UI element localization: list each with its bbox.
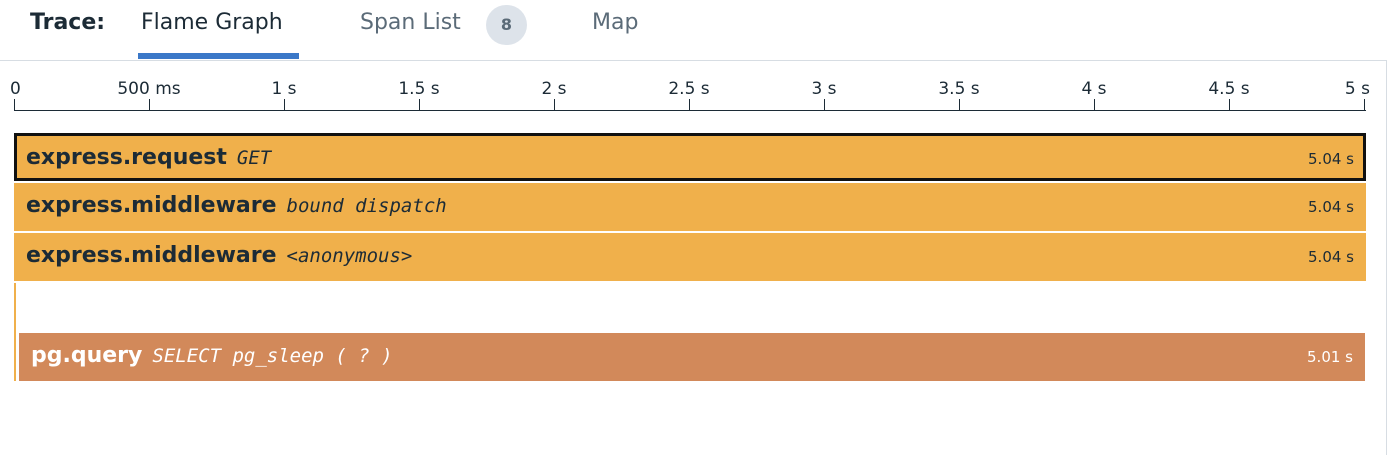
tick-mark [959,99,960,111]
span-duration: 5.04 s [1308,198,1354,216]
tick-label: 5 s [1344,79,1370,99]
axis-line [14,110,1366,111]
span-duration: 5.01 s [1307,348,1353,366]
span-label: pg.query SELECT pg_sleep ( ? ) [31,343,393,368]
span-express-middleware-anonymous[interactable]: express.middleware <anonymous> 5.04 s [14,233,1366,281]
trace-label: Trace: [30,10,106,35]
span-count-badge: 8 [486,5,527,45]
tick-label: 1 s [271,79,297,99]
flame-graph-panel: 0 500 ms 1 s 1.5 s 2 s 2.5 s 3 s 3.5 s 4… [0,60,1387,455]
tick-label: 3.5 s [938,79,980,99]
tick-mark [419,99,420,111]
span-resource: SELECT pg_sleep ( ? ) [152,345,393,367]
time-axis: 0 500 ms 1 s 1.5 s 2 s 2.5 s 3 s 3.5 s 4… [0,61,1388,121]
span-resource: bound dispatch [286,195,447,217]
span-express-request[interactable]: express.request GET 5.04 s [14,133,1366,181]
tick-label: 2 s [541,79,567,99]
tick-label: 3 s [811,79,837,99]
tick-label: 4 s [1081,79,1107,99]
tab-map[interactable]: Map [592,10,639,35]
span-duration: 5.04 s [1308,150,1354,168]
span-resource: <anonymous> [286,245,413,267]
tick-mark [284,99,285,111]
tick-mark [689,99,690,111]
span-label: express.request GET [26,145,272,170]
span-duration: 5.04 s [1308,248,1354,266]
trace-tab-bar: Trace: Flame Graph Span List 8 Map [0,0,1388,60]
span-pg-query[interactable]: pg.query SELECT pg_sleep ( ? ) 5.01 s [19,333,1365,381]
span-label: express.middleware bound dispatch [26,193,447,218]
span-connector [14,283,16,381]
tick-label: 500 ms [117,79,181,99]
span-label: express.middleware <anonymous> [26,243,413,268]
tick-mark [1364,99,1365,111]
tick-label: 2.5 s [668,79,710,99]
tick-mark [824,99,825,111]
span-express-middleware-bound-dispatch[interactable]: express.middleware bound dispatch 5.04 s [14,183,1366,231]
active-tab-indicator [138,53,299,59]
tick-label: 0 [10,79,21,99]
tick-label: 4.5 s [1208,79,1250,99]
tick-mark [1229,99,1230,111]
tick-mark [149,99,150,111]
tab-flame-graph[interactable]: Flame Graph [141,10,283,35]
tick-mark [14,99,15,111]
tick-mark [1094,99,1095,111]
tick-label: 1.5 s [398,79,440,99]
tick-mark [554,99,555,111]
tab-span-list[interactable]: Span List [360,10,461,35]
span-resource: GET [236,147,272,169]
